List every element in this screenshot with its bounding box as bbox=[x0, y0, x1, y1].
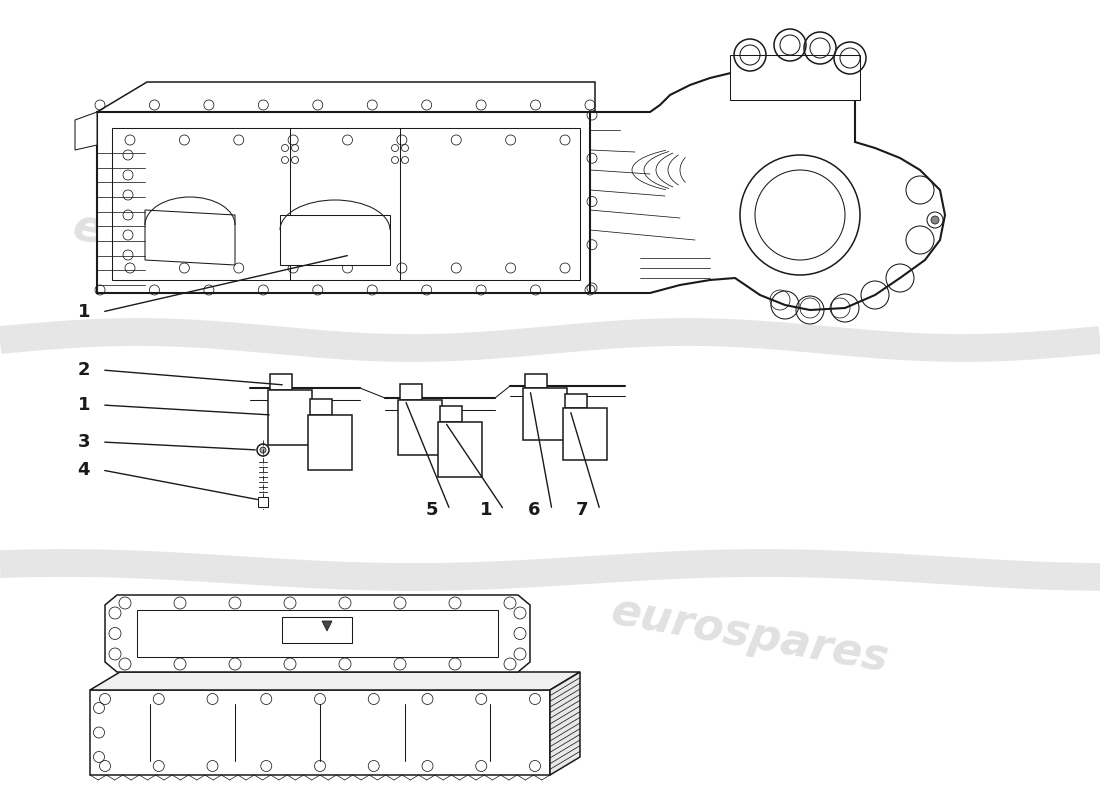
Text: eurospares: eurospares bbox=[118, 590, 403, 681]
Text: 1: 1 bbox=[480, 501, 492, 519]
Polygon shape bbox=[565, 394, 587, 408]
Polygon shape bbox=[270, 374, 292, 390]
Polygon shape bbox=[398, 400, 442, 455]
Polygon shape bbox=[525, 374, 547, 388]
Polygon shape bbox=[438, 422, 482, 477]
Text: eurospares: eurospares bbox=[607, 590, 892, 681]
Polygon shape bbox=[400, 384, 422, 400]
Polygon shape bbox=[563, 408, 607, 460]
Text: 2: 2 bbox=[77, 361, 90, 379]
Polygon shape bbox=[104, 595, 530, 672]
Polygon shape bbox=[138, 610, 498, 657]
Polygon shape bbox=[590, 70, 945, 310]
Circle shape bbox=[931, 216, 939, 224]
Bar bbox=[282, 617, 352, 643]
Polygon shape bbox=[440, 406, 462, 422]
Polygon shape bbox=[308, 415, 352, 470]
Text: 7: 7 bbox=[575, 501, 589, 519]
Circle shape bbox=[260, 447, 266, 453]
Polygon shape bbox=[90, 672, 580, 690]
Polygon shape bbox=[90, 690, 550, 775]
Text: 1: 1 bbox=[77, 396, 90, 414]
Text: 4: 4 bbox=[77, 461, 90, 479]
Polygon shape bbox=[97, 112, 595, 293]
Text: 6: 6 bbox=[528, 501, 540, 519]
Polygon shape bbox=[310, 399, 332, 415]
Polygon shape bbox=[268, 390, 312, 445]
Text: eurospares: eurospares bbox=[68, 205, 352, 306]
Polygon shape bbox=[730, 55, 860, 100]
Polygon shape bbox=[550, 672, 580, 775]
Polygon shape bbox=[97, 82, 595, 112]
Polygon shape bbox=[145, 210, 235, 265]
Text: 1: 1 bbox=[77, 303, 90, 321]
Text: 3: 3 bbox=[77, 433, 90, 451]
Bar bbox=[258, 497, 268, 507]
Polygon shape bbox=[280, 215, 390, 265]
Polygon shape bbox=[75, 112, 97, 150]
Polygon shape bbox=[322, 621, 332, 631]
Polygon shape bbox=[112, 128, 580, 280]
Polygon shape bbox=[522, 388, 566, 440]
Text: 5: 5 bbox=[426, 501, 438, 519]
Text: eurospares: eurospares bbox=[578, 205, 862, 306]
